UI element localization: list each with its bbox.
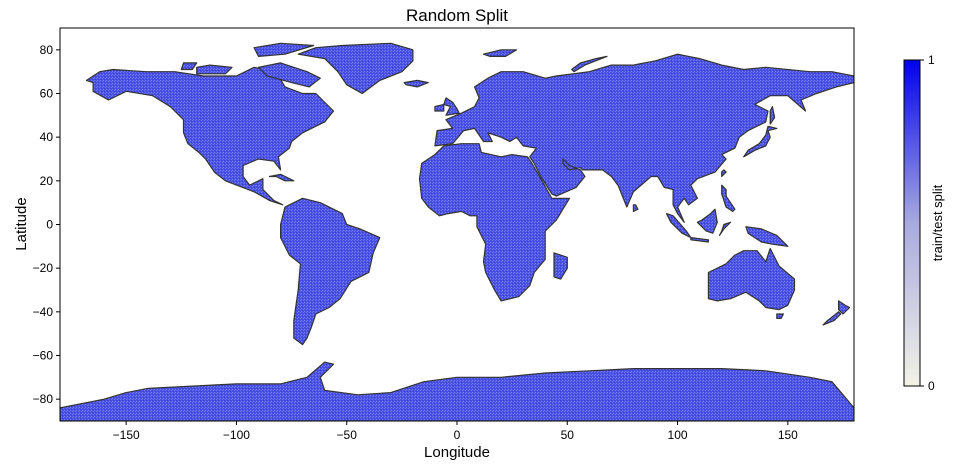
landmass-great-britain <box>443 97 460 116</box>
y-axis: −80 −60 −40 −20 0 20 40 60 80 <box>33 43 60 406</box>
landmass-borneo <box>696 208 718 234</box>
chart-title: Random Split <box>406 6 508 25</box>
x-tick-label: 50 <box>561 428 575 442</box>
landmass-svalbard <box>482 49 518 58</box>
landmass-japan <box>743 125 778 158</box>
landmass-eurasia <box>434 53 854 223</box>
landmass-sulawesi <box>718 221 732 236</box>
landmass-madagascar <box>553 252 568 280</box>
y-tick-label: 40 <box>40 130 54 144</box>
landmass-iceland <box>403 79 429 88</box>
landmass-greenland <box>297 42 414 95</box>
y-tick-label: −60 <box>33 349 54 363</box>
x-axis-label: Longitude <box>424 444 490 461</box>
landmass-sri-lanka <box>632 204 639 212</box>
landmass-africa <box>418 143 571 302</box>
landmass-novaya-zemlya <box>571 55 608 73</box>
landmass-new-zealand <box>822 311 842 326</box>
landmass-south-america <box>280 197 381 346</box>
landmass-taiwan <box>721 169 727 178</box>
x-tick-label: 150 <box>778 428 798 442</box>
x-tick-label: −150 <box>113 428 140 442</box>
y-tick-label: 60 <box>40 87 54 101</box>
landmass-banks-island <box>180 62 198 71</box>
colorbar-gradient <box>903 59 921 387</box>
x-axis: −150 −100 −50 0 50 100 150 <box>113 421 798 442</box>
land-layer <box>60 42 854 421</box>
x-tick-label: 100 <box>668 428 688 442</box>
y-tick-label: 20 <box>40 174 54 188</box>
colorbar-max-label: 1 <box>928 53 935 67</box>
y-tick-label: −40 <box>33 305 54 319</box>
y-tick-label: 0 <box>46 218 53 232</box>
landmass-australia <box>707 247 796 311</box>
colorbar: 1 0 train/test split <box>903 53 945 393</box>
x-tick-label: −100 <box>223 428 250 442</box>
y-tick-label: −20 <box>33 261 54 275</box>
landmass-new-zealand-north <box>837 300 851 315</box>
y-tick-label: 80 <box>40 43 54 57</box>
y-axis-label: Latitude <box>13 197 30 250</box>
y-tick-label: −80 <box>33 392 54 406</box>
landmass-tasmania <box>776 313 785 319</box>
landmass-philippines <box>721 184 736 212</box>
colorbar-label: train/test split <box>930 184 945 261</box>
landmass-baffin-island <box>257 62 321 88</box>
landmass-ireland <box>434 103 445 112</box>
x-tick-label: −50 <box>337 428 358 442</box>
landmass-antarctica <box>60 361 854 421</box>
landmass-victoria-island <box>196 64 233 75</box>
landmass-cuba <box>268 173 295 182</box>
landmass-java <box>690 237 710 243</box>
landmass-new-guinea <box>745 226 789 247</box>
x-tick-label: 0 <box>454 428 461 442</box>
landmass-ellesmere-island <box>253 42 315 58</box>
landmass-sakhalin <box>769 105 776 125</box>
colorbar-min-label: 0 <box>928 379 935 393</box>
